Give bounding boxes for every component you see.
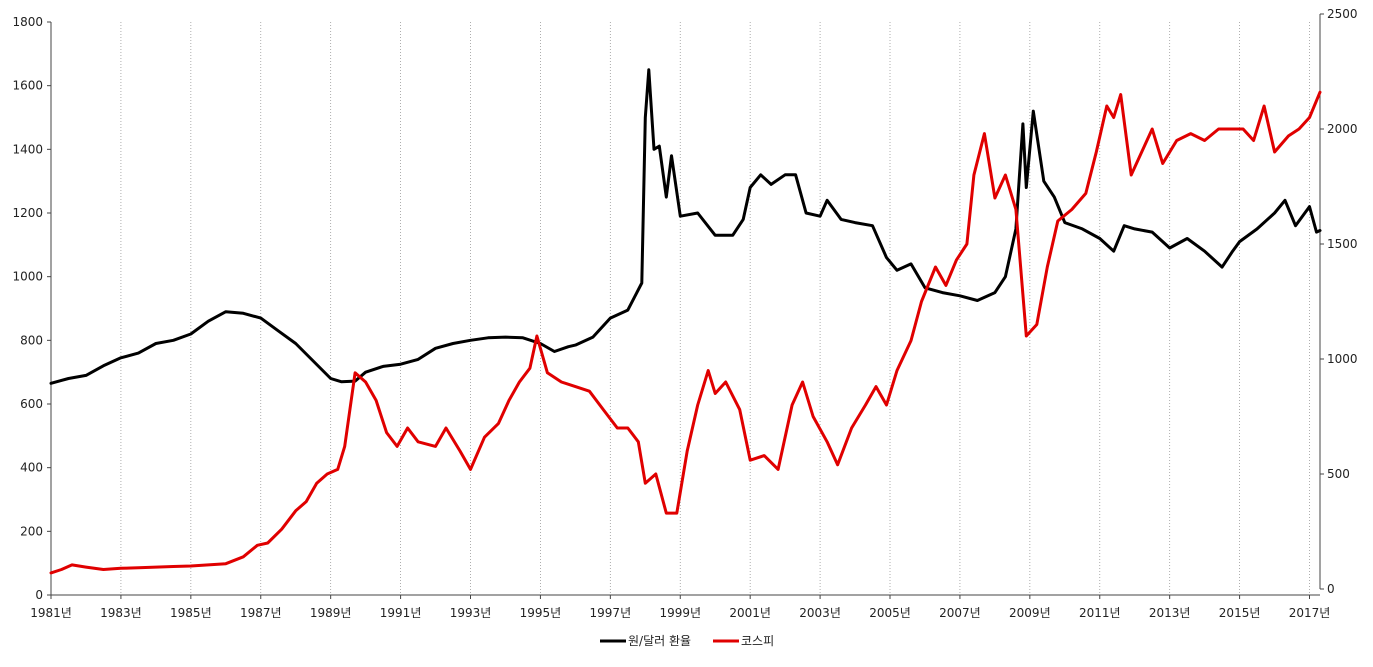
axes: [47, 13, 1324, 599]
legend: 원/달러 환율 코스피: [600, 634, 774, 648]
x-tick-label: 1989년: [310, 606, 352, 620]
y-left-tick-label: 200: [20, 524, 43, 538]
series-line-2: [49, 90, 1322, 575]
x-tick-label: 2009년: [1009, 606, 1051, 620]
y-left-tick-label: 1600: [12, 79, 43, 93]
y-right-tick-label: 1000: [1327, 352, 1358, 366]
y-right-tick-label: 0: [1327, 582, 1335, 596]
y-right-tick-label: 1500: [1327, 237, 1358, 251]
x-tick-label: 1987년: [240, 606, 282, 620]
y-left-tick-label: 600: [20, 397, 43, 411]
x-tick-label: 2017년: [1289, 606, 1331, 620]
x-tick-label: 2013년: [1149, 606, 1191, 620]
x-tick-label: 2015년: [1219, 606, 1261, 620]
y-left-tick-label: 1200: [12, 206, 43, 220]
x-tick-label: 2003년: [799, 606, 841, 620]
x-tick-label: 2011년: [1079, 606, 1121, 620]
x-tick-label: 1991년: [380, 606, 422, 620]
y-left-tick-label: 0: [35, 588, 43, 602]
series-line-1: [49, 68, 1322, 385]
x-tick-label: 1985년: [170, 606, 212, 620]
y-left-tick-label: 400: [20, 461, 43, 475]
grid-lines: [120, 22, 1310, 595]
x-tick-label: 2001년: [729, 606, 771, 620]
x-tick-label: 1993년: [450, 606, 492, 620]
y-left-tick-label: 1000: [12, 270, 43, 284]
legend-label-1: 원/달러 환율: [628, 634, 691, 648]
y-right-tick-label: 500: [1327, 467, 1350, 481]
legend-label-2: 코스피: [741, 634, 774, 648]
y-left-tick-label: 1400: [12, 142, 43, 156]
y-left-tick-label: 800: [20, 333, 43, 347]
tick-labels: 0 200 400 600 800 1000 1200 1400 1600 1800 0 500 100…: [12, 7, 1357, 620]
x-tick-label: 1995년: [520, 606, 562, 620]
x-tick-label: 2005년: [869, 606, 911, 620]
y-left-tick-label: 1800: [12, 15, 43, 29]
x-tick-label: 1997년: [590, 606, 632, 620]
x-tick-label: 1999년: [659, 606, 701, 620]
x-tick-label: 1983년: [100, 606, 142, 620]
x-tick-label: 1981년: [30, 606, 72, 620]
y-right-tick-label: 2500: [1327, 7, 1358, 21]
y-right-tick-label: 2000: [1327, 122, 1358, 136]
series-lines: [49, 68, 1322, 575]
x-tick-label: 2007년: [939, 606, 981, 620]
